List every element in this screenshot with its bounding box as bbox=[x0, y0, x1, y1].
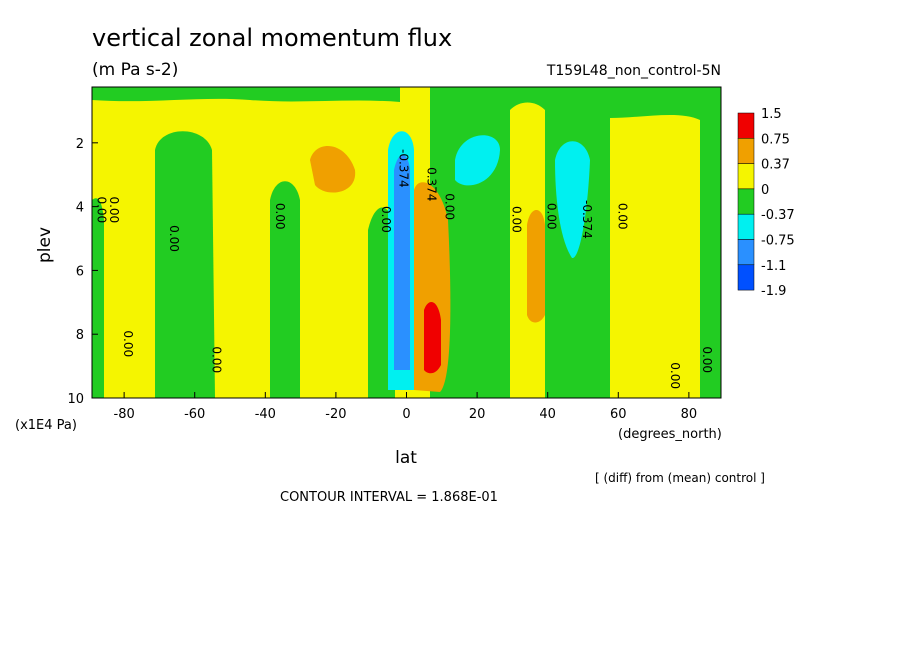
colorbar-box bbox=[737, 213, 755, 240]
note: [ (diff) from (mean) control ] bbox=[595, 471, 765, 485]
x-tick-label: 0 bbox=[402, 407, 410, 422]
contour-label: 0.00 bbox=[700, 346, 714, 373]
x-tick-label: 40 bbox=[539, 407, 556, 422]
x-tick-label: 80 bbox=[681, 407, 698, 422]
contour-label: 0.00 bbox=[545, 203, 559, 230]
colorbar-box bbox=[737, 188, 755, 215]
contour-label: -0.374 bbox=[396, 149, 410, 188]
x-tick-label: 60 bbox=[610, 407, 627, 422]
colorbar-label: 0 bbox=[761, 183, 769, 198]
colorbar-box bbox=[737, 163, 755, 190]
contour-label: 0.374 bbox=[425, 167, 439, 201]
contour-label: 0.00 bbox=[668, 362, 682, 389]
colorbar-box bbox=[737, 138, 755, 164]
x-tick-label: -40 bbox=[255, 407, 276, 422]
x-tick-label: -60 bbox=[184, 407, 205, 422]
colorbar-box bbox=[737, 264, 755, 291]
contour-label: -0.374 bbox=[580, 200, 594, 239]
colorbar-label: -1.1 bbox=[761, 259, 786, 274]
colorbar-label: -1.9 bbox=[761, 284, 786, 299]
contour-label: 0.00 bbox=[442, 193, 456, 220]
colorbar-label: 0.75 bbox=[761, 132, 790, 147]
plot-frame bbox=[91, 86, 722, 399]
contour-label: 0.00 bbox=[95, 196, 109, 223]
units: (m Pa s-2) bbox=[92, 60, 178, 80]
x-tick-label: -80 bbox=[114, 407, 135, 422]
x-unit: (degrees_north) bbox=[618, 427, 722, 442]
y-tick-label: 4 bbox=[76, 201, 84, 216]
y-tick-label: 8 bbox=[76, 328, 84, 343]
colorbar-label: -0.75 bbox=[761, 234, 795, 249]
contour-label: 0.00 bbox=[121, 330, 135, 357]
colorbar-label: 1.5 bbox=[761, 107, 782, 122]
contour-label: 0.00 bbox=[209, 346, 223, 373]
x-axis-label: lat bbox=[395, 448, 417, 468]
contour-label: 0.00 bbox=[379, 206, 393, 233]
colorbar-label: 0.37 bbox=[761, 158, 790, 173]
y-tick-label: 6 bbox=[76, 264, 84, 279]
colorbar-label: -0.37 bbox=[761, 208, 795, 223]
y-tick-label: 2 bbox=[76, 137, 84, 152]
y-unit: (x1E4 Pa) bbox=[15, 418, 77, 433]
subtitle: T159L48_non_control-5N bbox=[546, 63, 721, 79]
contour-interval: CONTOUR INTERVAL = 1.868E-01 bbox=[280, 490, 498, 505]
y-axis-label: plev bbox=[35, 227, 55, 263]
contour-label: 0.00 bbox=[509, 206, 523, 233]
x-tick-label: -20 bbox=[325, 407, 346, 422]
colorbar-box bbox=[737, 112, 755, 139]
colorbar-box bbox=[737, 239, 755, 266]
contour-label: 0.00 bbox=[107, 196, 121, 223]
contour-label: 0.00 bbox=[615, 203, 629, 230]
y-tick-label: 10 bbox=[67, 392, 84, 407]
contour-label: 0.00 bbox=[273, 203, 287, 230]
x-tick-label: 20 bbox=[469, 407, 486, 422]
contour-field bbox=[92, 87, 721, 398]
contour-label: 0.00 bbox=[167, 225, 181, 252]
chart-title: vertical zonal momentum flux bbox=[92, 24, 452, 52]
